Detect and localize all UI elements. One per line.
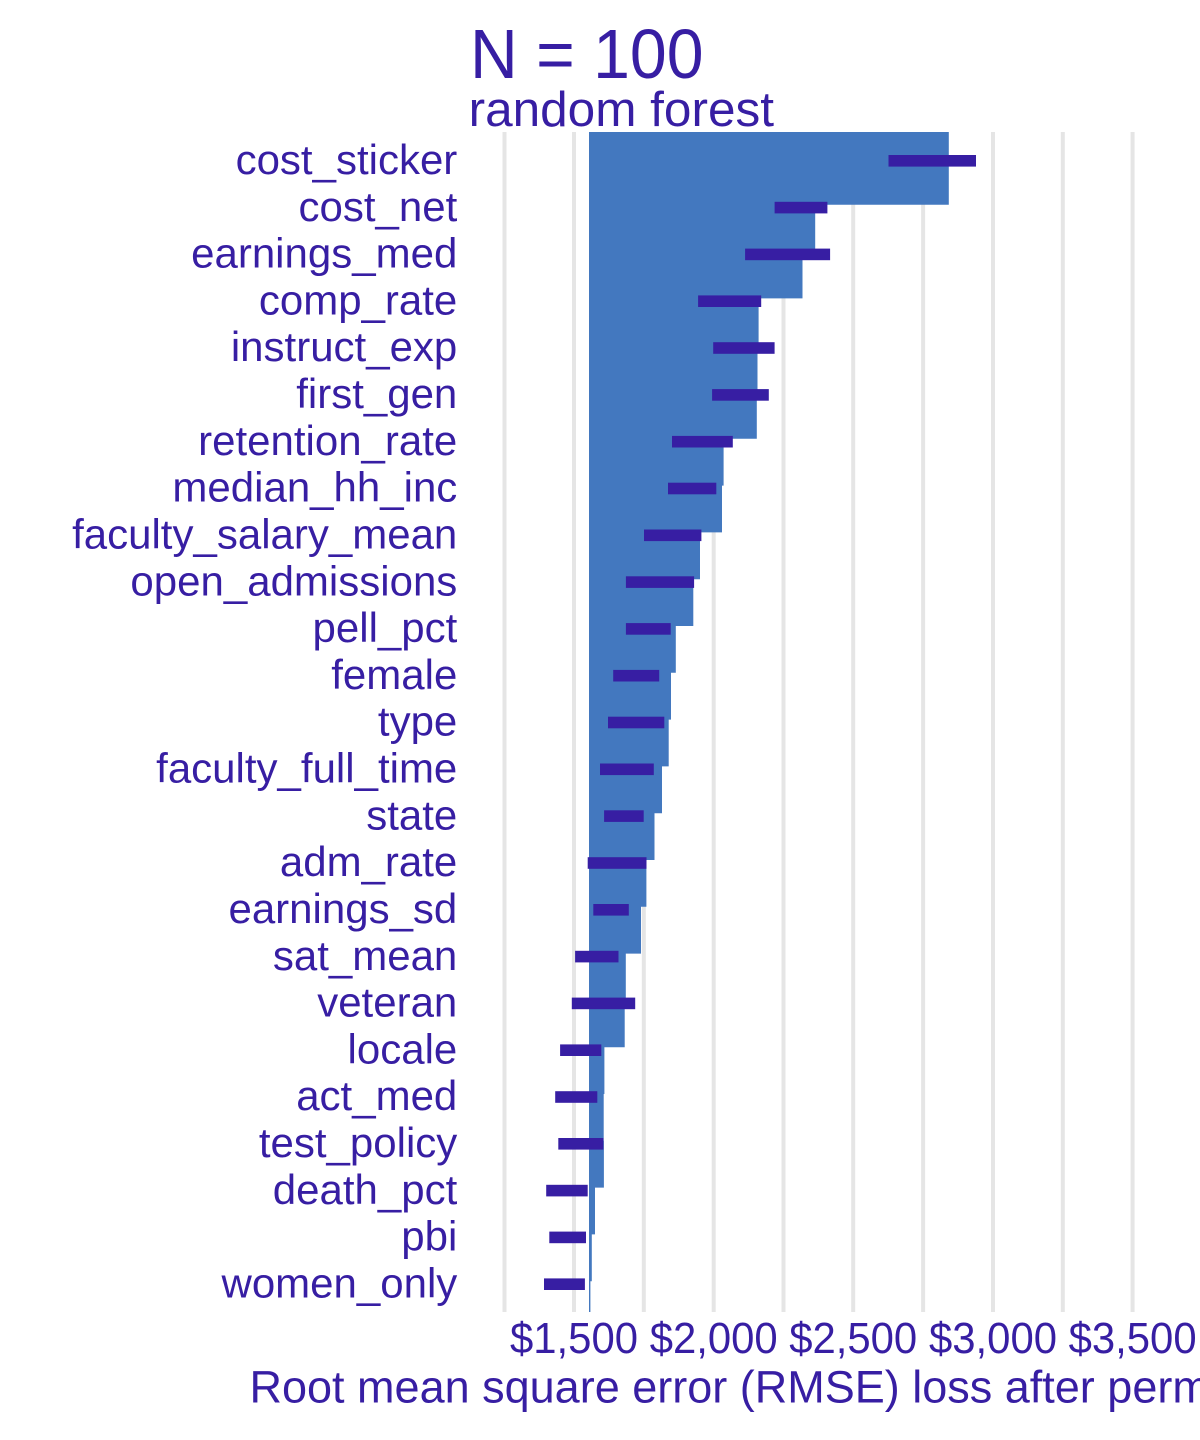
svg-text:act_med: act_med — [296, 1072, 457, 1119]
svg-text:cost_net: cost_net — [299, 183, 458, 230]
svg-text:veteran: veteran — [317, 979, 457, 1026]
svg-text:$1,500: $1,500 — [510, 1314, 638, 1363]
svg-text:median_hh_inc: median_hh_inc — [172, 464, 457, 511]
svg-text:open_admissions: open_admissions — [130, 557, 457, 604]
svg-text:locale: locale — [348, 1025, 458, 1072]
svg-text:$2,500: $2,500 — [789, 1314, 917, 1363]
svg-text:women_only: women_only — [220, 1259, 457, 1306]
svg-text:$3,000: $3,000 — [929, 1314, 1057, 1363]
svg-text:N = 100: N = 100 — [470, 15, 704, 93]
svg-text:cost_sticker: cost_sticker — [236, 136, 458, 183]
svg-text:$3,500: $3,500 — [1069, 1314, 1197, 1363]
svg-text:earnings_med: earnings_med — [191, 230, 457, 277]
svg-text:earnings_sd: earnings_sd — [228, 885, 457, 932]
svg-text:state: state — [366, 791, 457, 838]
svg-text:instruct_exp: instruct_exp — [231, 323, 457, 370]
svg-text:pell_pct: pell_pct — [313, 604, 458, 651]
svg-text:test_policy: test_policy — [259, 1119, 457, 1166]
svg-text:Root mean square error (RMSE): Root mean square error (RMSE) loss after… — [250, 1362, 1200, 1413]
svg-text:faculty_salary_mean: faculty_salary_mean — [72, 511, 457, 558]
svg-text:pbi: pbi — [401, 1213, 457, 1260]
svg-text:retention_rate: retention_rate — [198, 417, 457, 464]
svg-text:first_gen: first_gen — [296, 370, 457, 417]
svg-text:death_pct: death_pct — [273, 1166, 458, 1213]
svg-text:faculty_full_time: faculty_full_time — [156, 745, 457, 792]
svg-text:random forest: random forest — [469, 82, 775, 137]
svg-text:sat_mean: sat_mean — [273, 932, 457, 979]
svg-text:$2,000: $2,000 — [650, 1314, 778, 1363]
svg-text:comp_rate: comp_rate — [259, 276, 457, 323]
svg-text:type: type — [378, 698, 457, 745]
svg-text:adm_rate: adm_rate — [280, 838, 457, 885]
svg-text:female: female — [331, 651, 457, 698]
